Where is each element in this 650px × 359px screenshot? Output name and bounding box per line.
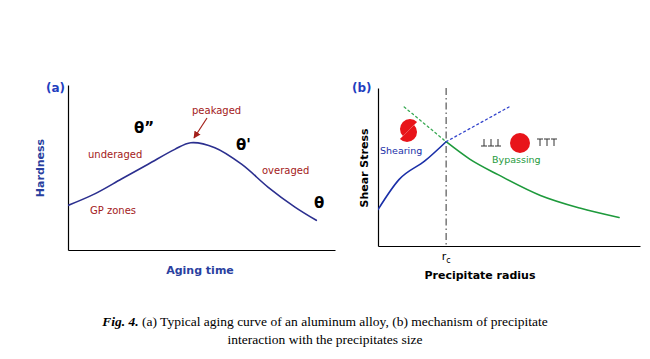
series-line: [68, 143, 316, 221]
plot-marks: [68, 143, 316, 221]
plot-marks: [378, 88, 619, 246]
caption-line: Fig. 4. (a) Typical aging curve of an al…: [101, 314, 548, 329]
dislocation-symbol: [488, 139, 494, 146]
panel-label: (a): [46, 81, 65, 95]
axis-line: [69, 250, 336, 251]
x-axis-title: Precipitate radius: [425, 269, 536, 282]
series-line: [378, 142, 446, 210]
figure-svg: (a) Aging time Hardness GP zones underaged θ”…: [0, 0, 650, 359]
caption-line: interaction with the precipitates size: [228, 332, 423, 347]
dislocation-symbol: [481, 139, 487, 146]
annotation: Bypassing: [492, 154, 541, 165]
icon-particle: [510, 133, 530, 153]
axis-line: [68, 86, 69, 251]
annotation: Shearing: [380, 145, 422, 156]
dislocation-stroke: [498, 139, 499, 146]
dislocation-stroke: [484, 139, 485, 146]
axis-line: [378, 89, 379, 247]
series-line: [446, 107, 509, 142]
dislocation-symbol: [495, 139, 501, 146]
panel-0: (a) Aging time Hardness GP zones underaged θ”…: [34, 81, 336, 277]
dislocation-stroke: [554, 139, 555, 146]
annotation: θ': [236, 136, 251, 154]
panel-1: rc (b) Precipitate radius Shear Stress Shear…: [352, 81, 641, 282]
x-axis-title: Aging time: [166, 264, 234, 277]
shearing-icon: [400, 119, 417, 142]
x-axis: [69, 250, 336, 251]
annotation: peakaged: [192, 105, 241, 116]
y-axis-title: Hardness: [34, 138, 47, 197]
bypassing-icon: [481, 133, 557, 153]
y-axis: [68, 86, 69, 251]
reference-label-sub: c: [446, 256, 450, 265]
dislocation-stroke: [547, 139, 548, 146]
reference-line: [446, 88, 447, 246]
annotation-arrow: [194, 118, 207, 138]
panel-label: (b): [352, 81, 372, 95]
annotation: overaged: [262, 165, 309, 176]
reference-label: rc: [442, 250, 451, 265]
caption-label: Fig. 4.: [101, 314, 142, 329]
dislocation-stroke: [491, 139, 492, 146]
dislocation-symbol: [544, 139, 550, 146]
annotation: underaged: [88, 149, 142, 160]
series-line: [446, 142, 619, 218]
y-axis-title: Shear Stress: [358, 128, 371, 208]
figure: (a) Aging time Hardness GP zones underaged θ”…: [0, 0, 650, 359]
caption-text: interaction with the precipitates size: [228, 332, 423, 347]
annotation: θ”: [134, 119, 154, 137]
caption-text: (a) Typical aging curve of an aluminum a…: [142, 314, 548, 329]
caption: Fig. 4. (a) Typical aging curve of an al…: [101, 314, 548, 347]
dislocation-symbol: [537, 139, 543, 146]
annotation: θ: [314, 194, 324, 212]
dislocation-stroke: [540, 139, 541, 146]
annotation: GP zones: [90, 205, 136, 216]
icon-half: [400, 125, 417, 142]
y-axis: [378, 89, 379, 247]
x-axis: [379, 246, 641, 247]
axis-line: [379, 246, 641, 247]
dislocation-symbol: [551, 139, 557, 146]
